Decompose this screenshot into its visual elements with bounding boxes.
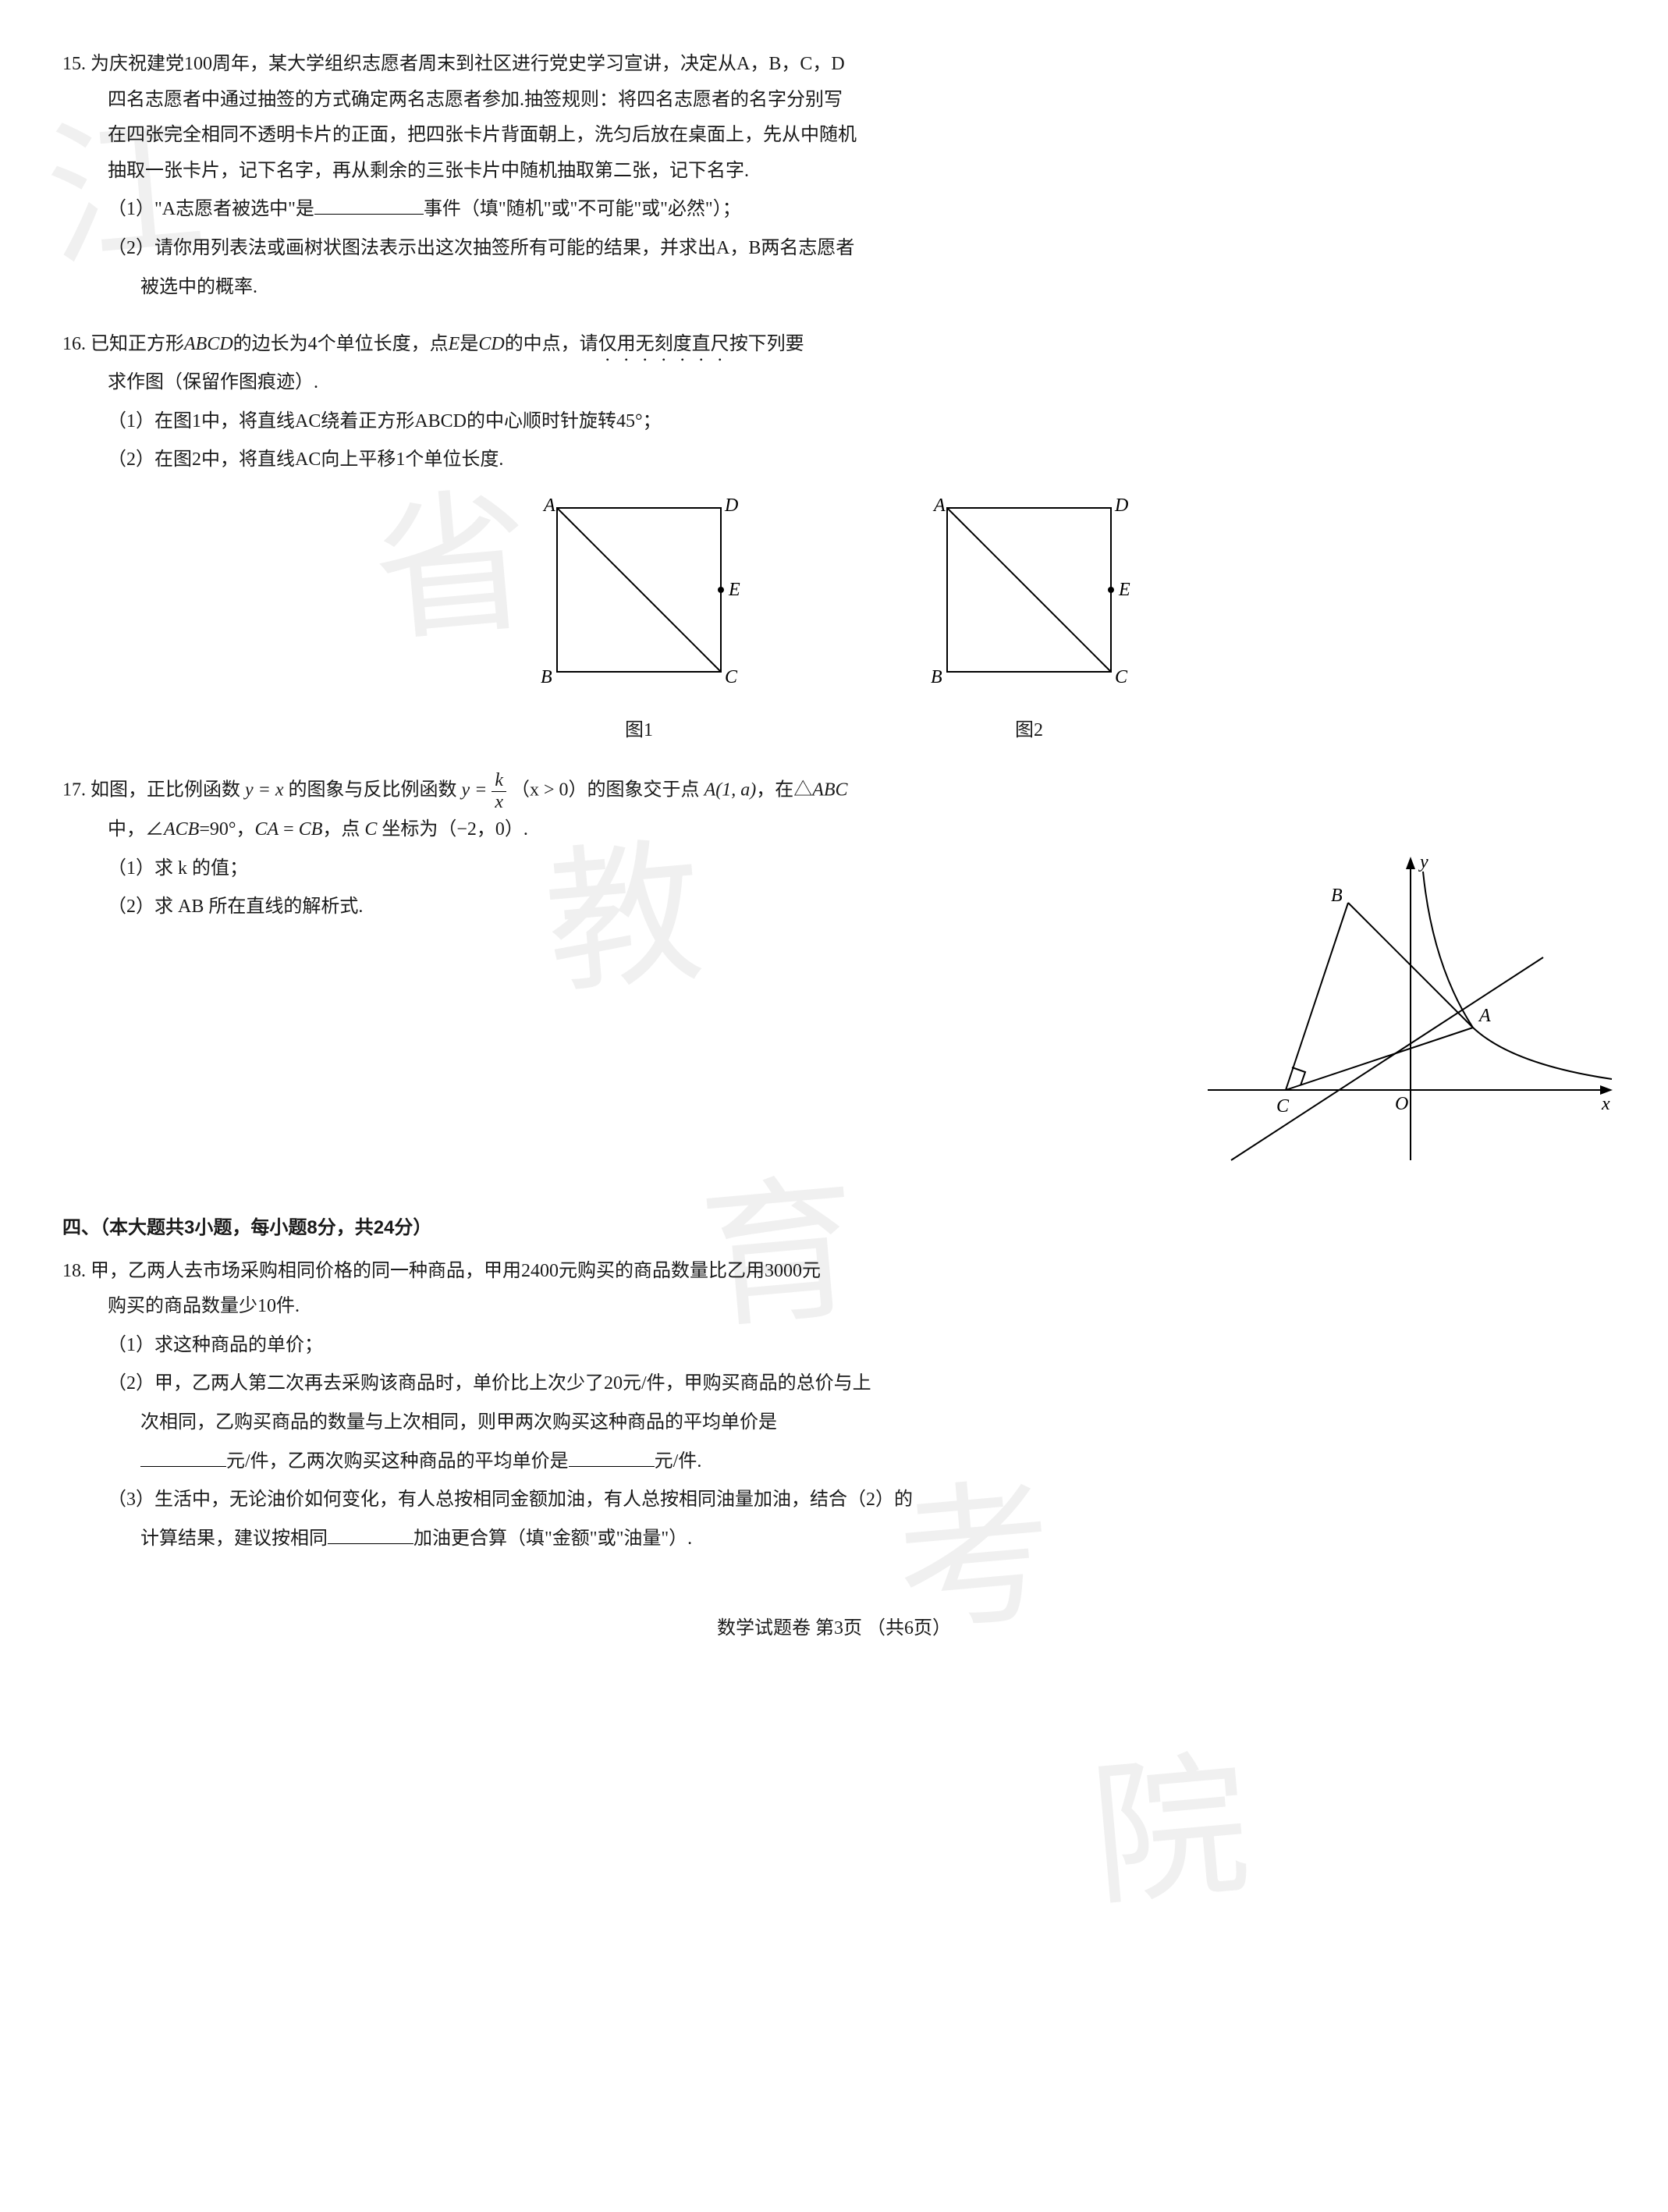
label-c: C [725,667,738,687]
label-a: A [1478,1006,1491,1026]
text: 元/件，乙两次购买这种商品的平均单价是 [226,1451,569,1472]
axis-y-label: y [1418,852,1428,872]
label-c: C [1115,667,1128,687]
text: = [279,819,299,840]
graph-q17: x y O A B C [1184,848,1621,1176]
text: （x > 0）的图象交于点 [506,780,704,801]
point-e [718,587,724,593]
label-e: E [1118,580,1130,600]
fill-blank[interactable] [140,1446,226,1466]
subquestion-2-cont: 被选中的概率. [62,270,1606,306]
fill-blank[interactable] [328,1523,413,1543]
text: 已知正方形 [90,334,184,354]
math: C [364,819,377,840]
text: 的中点，请 [505,334,598,354]
question-16: 16. 已知正方形ABCD的边长为4个单位长度，点E是CD的中点，请仅用无刻度直… [62,327,1606,748]
text: 计算结果，建议按相同 [140,1529,328,1549]
text: 坐标为（−2，0）. [377,819,528,840]
subquestion-3-cont: 计算结果，建议按相同 加油更合算（填"金额"或"油量"）. [62,1521,1606,1557]
subquestion-2-cont: 元/件，乙两次购买这种商品的平均单价是 元/件. [62,1444,1606,1480]
denominator: x [492,792,506,812]
subquestion-2-cont: 次相同，乙购买商品的数量与上次相同，则甲两次购买这种商品的平均单价是 [62,1405,1606,1441]
subquestion-2: （2）求 AB 所在直线的解析式. [62,889,1169,925]
fraction: kx [492,770,506,812]
numerator: k [492,770,506,791]
watermark-char: 院 [1080,1679,1261,1988]
math: CA [254,819,279,840]
question-text: 四名志愿者中通过抽签的方式确定两名志愿者参加.抽签规则：将四名志愿者的名字分别写 [62,83,1606,119]
math: (1, a) [715,780,756,801]
label-e: E [728,580,740,600]
text: 的图象与反比例函数 [284,780,462,801]
square-diagram-2: A D E B C [912,492,1146,695]
label-b: B [1331,886,1343,906]
section-4-title: 四、（本大题共3小题，每小题8分，共24分） [62,1210,1606,1246]
question-15: 15. 为庆祝建党100周年，某大学组织志愿者周末到社区进行党史学习宣讲，决定从… [62,47,1606,305]
subquestion-2: （2）甲，乙两人第二次再去采购该商品时，单价比上次少了20元/件，甲购买商品的总… [62,1366,1606,1402]
question-text: 抽取一张卡片，记下名字，再从剩余的三张卡片中随机抽取第二张，记下名字. [62,154,1606,190]
point-e [1108,587,1114,593]
math: y = x [245,780,284,801]
question-18: 18. 甲，乙两人去市场采购相同价格的同一种商品，甲用2400元购买的商品数量比… [62,1254,1606,1557]
text: ，点 [322,819,364,840]
page-footer: 数学试题卷 第3页 （共6页） [62,1611,1606,1647]
fill-blank[interactable] [314,194,424,215]
figure-caption: 图1 [522,713,756,749]
text: 是 [460,334,478,354]
label-d: D [1114,495,1128,516]
subquestion-1: （1）求 k 的值； [62,851,1169,887]
text: 中，∠ [108,819,164,840]
text: 的边长为4个单位长度，点 [233,334,449,354]
label-c: C [1276,1096,1290,1117]
question-number: 17. [62,780,86,801]
subquestion-2: （2）请你用列表法或画树状图法表示出这次抽签所有可能的结果，并求出A，B两名志愿… [62,231,1606,267]
question-number: 16. [62,334,86,354]
axis-x-label: x [1601,1094,1610,1114]
label-a: A [542,495,555,516]
math: y = [462,780,492,801]
origin-label: O [1395,1094,1408,1114]
label-b: B [931,667,942,687]
figure-row: A D E B C 图1 A D E B C 图2 [62,492,1606,748]
question-number: 18. [62,1261,86,1281]
math: ABC [812,780,847,801]
question-17: 17. 如图，正比例函数 y = x 的图象与反比例函数 y = kx （x >… [62,770,1606,1188]
emphasized-text: 仅用无刻度直尺 [598,334,729,354]
label-a: A [932,495,946,516]
question-text: 购买的商品数量少10件. [62,1289,1606,1325]
text: （1）"A志愿者被选中"是 [108,199,314,219]
label-d: D [724,495,738,516]
text: 加油更合算（填"金额"或"油量"）. [413,1529,692,1549]
text: 如图，正比例函数 [90,780,245,801]
text: 事件（填"随机"或"不可能"或"必然"）； [424,199,741,219]
text: 求作图（保留作图痕迹）. [62,365,1606,401]
text: 按下列要 [729,334,804,354]
text: ，在△ [756,780,812,801]
question-text: 为庆祝建党100周年，某大学组织志愿者周末到社区进行党史学习宣讲，决定从A，B，… [90,54,845,74]
figure-1: A D E B C 图1 [522,492,756,748]
subquestion-2: （2）在图2中，将直线AC向上平移1个单位长度. [62,442,1606,478]
math: ABCD [184,334,233,354]
math: CD [478,334,504,354]
figure-2: A D E B C 图2 [912,492,1146,748]
subquestion-1: （1）在图1中，将直线AC绕着正方形ABCD的中心顺时针旋转45°； [62,404,1606,440]
subquestion-1: （1）求这种商品的单价； [62,1328,1606,1364]
question-text: 甲，乙两人去市场采购相同价格的同一种商品，甲用2400元购买的商品数量比乙用30… [90,1261,821,1281]
math: CB [299,819,323,840]
math: E [449,334,460,354]
math: A [704,780,716,801]
math: ACB [164,819,199,840]
text: 元/件. [655,1451,702,1472]
text: =90°， [199,819,254,840]
subquestion-3: （3）生活中，无论油价如何变化，有人总按相同金额加油，有人总按相同油量加油，结合… [62,1482,1606,1518]
subquestion-1: （1）"A志愿者被选中"是 事件（填"随机"或"不可能"或"必然"）； [62,192,1606,228]
figure-caption: 图2 [912,713,1146,749]
label-b: B [541,667,552,687]
question-number: 15. [62,54,86,74]
question-text: 在四张完全相同不透明卡片的正面，把四张卡片背面朝上，洗匀后放在桌面上，先从中随机 [62,118,1606,154]
text: 次相同，乙购买商品的数量与上次相同，则甲两次购买这种商品的平均单价是 [140,1412,777,1433]
square-diagram-1: A D E B C [522,492,756,695]
fill-blank[interactable] [569,1446,655,1466]
